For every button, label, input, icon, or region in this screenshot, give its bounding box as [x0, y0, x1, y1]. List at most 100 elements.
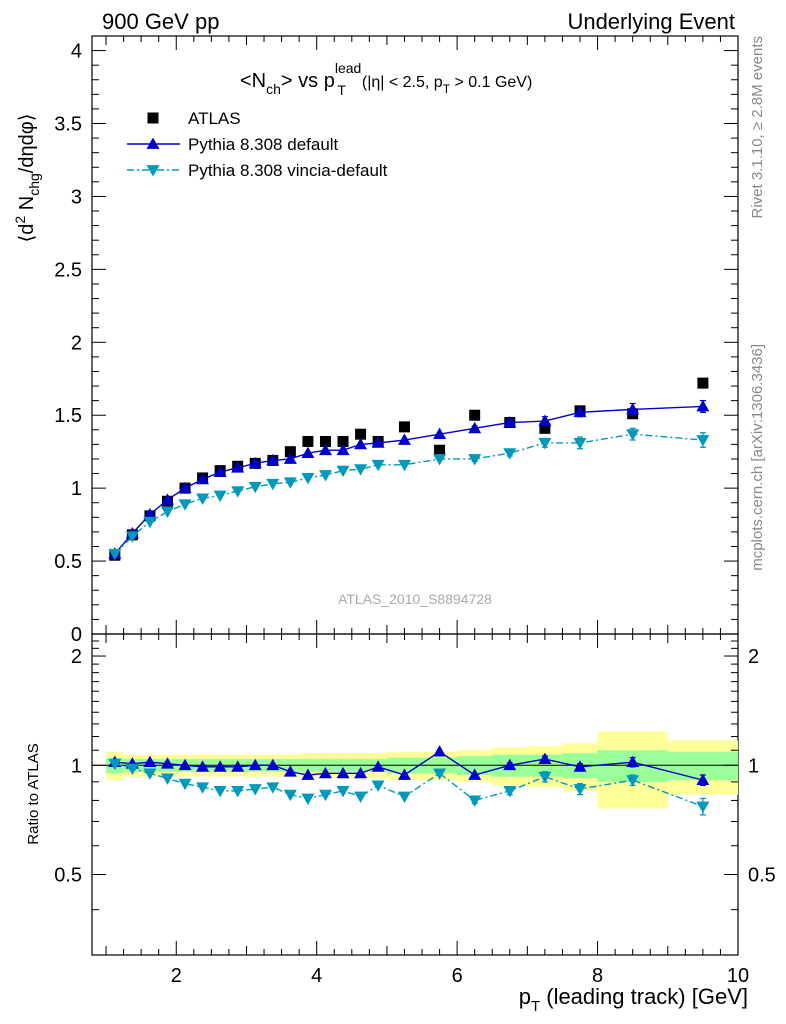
ratio-y-tick-label-right: 2	[748, 646, 759, 668]
data-point	[626, 429, 640, 441]
x-tick-label: 4	[311, 965, 322, 987]
ratio-point	[283, 789, 297, 802]
data-point	[196, 472, 210, 485]
legend-label: Pythia 8.308 default	[188, 135, 339, 154]
data-point	[538, 438, 552, 450]
legend-item-0: ATLAS	[147, 109, 241, 128]
ratio-point	[143, 768, 157, 780]
data-point	[178, 499, 192, 511]
data-point	[696, 435, 710, 447]
data-point	[231, 461, 245, 473]
data-point	[108, 548, 122, 561]
ratio-point	[196, 782, 210, 794]
data-point	[248, 456, 262, 469]
data-point	[160, 506, 174, 518]
ratio-point	[160, 773, 174, 785]
data-point	[319, 435, 331, 447]
series-1	[108, 399, 710, 559]
ratio-point	[696, 801, 710, 813]
ratio-series-line	[114, 763, 704, 808]
data-point	[503, 448, 517, 460]
data-point	[213, 465, 227, 477]
ratio-point	[248, 758, 262, 771]
ratio-panel-axes: 0.5 0.5 1 1 2 2 2 4 6 8 10	[54, 634, 776, 987]
data-point	[143, 516, 157, 529]
mcplots-reference-label: mcplots.cern.ch [arXiv:1306.3436]	[749, 344, 766, 571]
ratio-point	[397, 791, 411, 804]
data-point	[573, 405, 587, 418]
ratio-point	[538, 771, 552, 784]
ratio-point	[626, 755, 640, 768]
data-point	[336, 465, 350, 478]
y-tick-label: 0	[71, 624, 82, 646]
ratio-point	[143, 755, 157, 768]
y-tick-label: 1.5	[54, 405, 82, 427]
ratio-point	[178, 778, 192, 791]
data-point	[539, 422, 551, 434]
data-point	[626, 402, 640, 415]
legend-marker	[146, 165, 160, 177]
data-point	[538, 414, 552, 426]
data-point	[318, 470, 332, 482]
data-point	[371, 436, 385, 448]
ratio-point	[231, 785, 245, 798]
legend-marker	[146, 137, 160, 149]
ratio-series-0	[108, 745, 710, 787]
data-point	[283, 477, 297, 489]
ratio-point	[626, 775, 640, 787]
data-point	[503, 416, 517, 428]
data-point	[397, 459, 411, 472]
ratio-point	[354, 766, 368, 779]
data-point	[355, 428, 367, 440]
ratio-point	[318, 766, 332, 779]
y-tick-label: 1	[71, 478, 82, 500]
data-point	[196, 493, 210, 505]
data-point	[337, 435, 349, 447]
data-point	[371, 459, 385, 472]
data-point	[434, 444, 446, 456]
data-point	[354, 437, 368, 450]
x-axis-label: pT (leading track) [GeV]	[519, 984, 748, 1015]
y-tick-label: 2.5	[54, 259, 82, 281]
data-point	[248, 481, 262, 494]
legend-label: Pythia 8.308 vincia-default	[188, 161, 388, 180]
ratio-point	[538, 752, 552, 764]
ratio-point	[397, 768, 411, 780]
ratio-point	[318, 789, 332, 802]
ratio-point	[354, 791, 368, 804]
x-tick-label: 8	[592, 965, 603, 987]
data-point	[266, 478, 280, 491]
ratio-point	[433, 745, 447, 757]
main-panel-data	[108, 377, 710, 561]
ratio-point	[468, 768, 482, 780]
ratio-point	[573, 784, 587, 796]
ratio-panel-data	[108, 745, 710, 816]
data-point	[573, 438, 587, 450]
data-point	[301, 446, 315, 459]
plot-title: <Nch> vs plead T (|η| < 2.5, pT > 0.1 GeV)	[240, 60, 532, 98]
y-tick-label: 4	[71, 41, 82, 63]
data-point	[354, 464, 368, 476]
ratio-point	[125, 763, 139, 775]
ratio-point	[213, 785, 227, 798]
ratio-point	[283, 765, 297, 777]
y-tick-label: 3.5	[54, 114, 82, 136]
ratio-point	[503, 758, 517, 771]
ratio-point	[248, 784, 262, 796]
ratio-point	[196, 760, 210, 772]
ratio-series-1	[108, 758, 710, 816]
data-point	[213, 490, 227, 502]
y-axis-label: ⟨d2 Nchg/dηdφ⟩	[12, 113, 42, 242]
ratio-point	[178, 758, 192, 771]
ratio-y-tick-label: 0.5	[54, 864, 82, 886]
data-point	[302, 435, 314, 447]
ratio-y-tick-label: 2	[71, 646, 82, 668]
header-right: Underlying Event	[567, 9, 735, 34]
ratio-point	[266, 758, 280, 771]
ratio-axis-label: Ratio to ATLAS	[25, 743, 42, 844]
data-point	[336, 443, 350, 456]
legend-label: ATLAS	[188, 109, 241, 128]
y-tick-label: 2	[71, 332, 82, 354]
data-point	[178, 481, 192, 494]
